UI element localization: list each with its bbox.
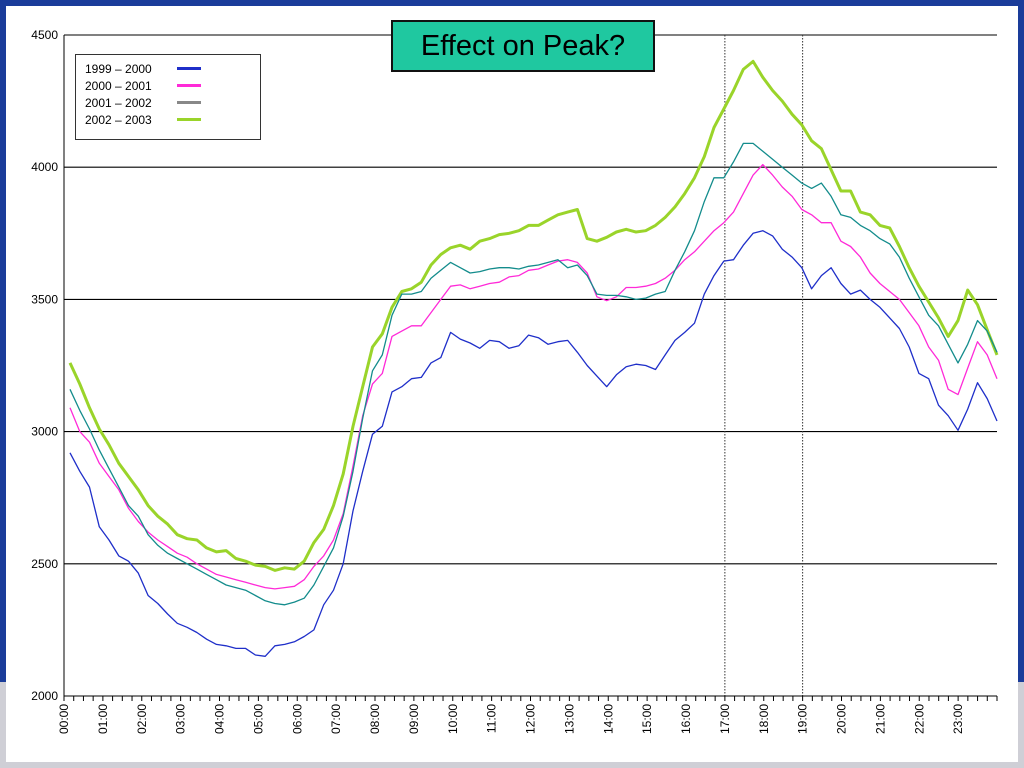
x-tick-label: 04:00 (213, 704, 227, 734)
series-line (69, 163, 998, 590)
x-tick-label: 02:00 (135, 704, 149, 734)
x-tick-label: 05:00 (251, 704, 265, 734)
x-tick-label: 22:00 (912, 704, 926, 734)
legend-swatch (177, 101, 201, 104)
y-tick-labels: 2000 2500 3000 3500 4000 4500 (31, 28, 58, 703)
legend-swatch (177, 67, 201, 70)
x-tick-label: 08:00 (368, 704, 382, 734)
series-line (69, 230, 998, 657)
x-tick-label: 00:00 (57, 704, 71, 734)
x-tick-label: 21:00 (873, 704, 887, 734)
x-tick-label: 01:00 (96, 704, 110, 734)
x-tick-label: 06:00 (290, 704, 304, 734)
chart-title: Effect on Peak? (391, 20, 655, 72)
series-line (69, 142, 998, 606)
y-tick-label: 3000 (31, 425, 58, 439)
series-line (68, 59, 999, 572)
x-tick-label: 23:00 (951, 704, 965, 734)
legend-item: 2002 – 2003 (85, 111, 260, 128)
y-tick-label: 2500 (31, 557, 58, 571)
x-tick-label: 11:00 (485, 704, 499, 733)
y-tick-label: 3500 (31, 292, 58, 306)
x-tick-label: 12:00 (524, 704, 538, 734)
x-tick-labels: 00:00 01:00 02:00 03:00 04:00 05:00 06:00 07:00… (57, 704, 965, 734)
series-lines (68, 59, 999, 657)
legend-item: 2001 – 2002 (85, 94, 260, 111)
x-tick-label: 13:00 (562, 704, 576, 734)
legend-item: 1999 – 2000 (85, 60, 260, 77)
x-tick-label: 10:00 (446, 704, 460, 734)
legend-item: 2000 – 2001 (85, 77, 260, 94)
x-tick-label: 15:00 (640, 704, 654, 734)
x-tick-label: 07:00 (329, 704, 343, 734)
legend: 1999 – 2000 2000 – 2001 2001 – 2002 2002… (75, 54, 261, 140)
reference-lines (724, 35, 804, 696)
grid-lines (64, 34, 997, 565)
y-tick-label: 4000 (31, 160, 58, 174)
legend-label: 2002 – 2003 (85, 112, 152, 127)
x-tick-label: 17:00 (718, 704, 732, 734)
x-tick-label: 03:00 (174, 704, 188, 734)
x-tick-label: 18:00 (757, 704, 771, 734)
axes (63, 35, 998, 701)
legend-label: 1999 – 2000 (85, 61, 152, 76)
y-tick-label: 2000 (31, 689, 58, 703)
legend-label: 2000 – 2001 (85, 78, 152, 93)
x-tick-label: 14:00 (601, 704, 615, 734)
y-tick-label: 4500 (31, 28, 58, 42)
x-tick-label: 09:00 (407, 704, 421, 734)
legend-swatch (177, 84, 201, 87)
x-tick-label: 20:00 (835, 704, 849, 734)
legend-swatch (177, 118, 201, 121)
x-tick-label: 19:00 (796, 704, 810, 734)
x-tick-label: 16:00 (679, 704, 693, 734)
line-chart: 2000 2500 3000 3500 4000 4500 00:00 01:00 02:00… (31, 28, 999, 734)
chart-frame: 2000 2500 3000 3500 4000 4500 00:00 01:00 02:00… (6, 6, 1018, 762)
legend-label: 2001 – 2002 (85, 95, 152, 110)
